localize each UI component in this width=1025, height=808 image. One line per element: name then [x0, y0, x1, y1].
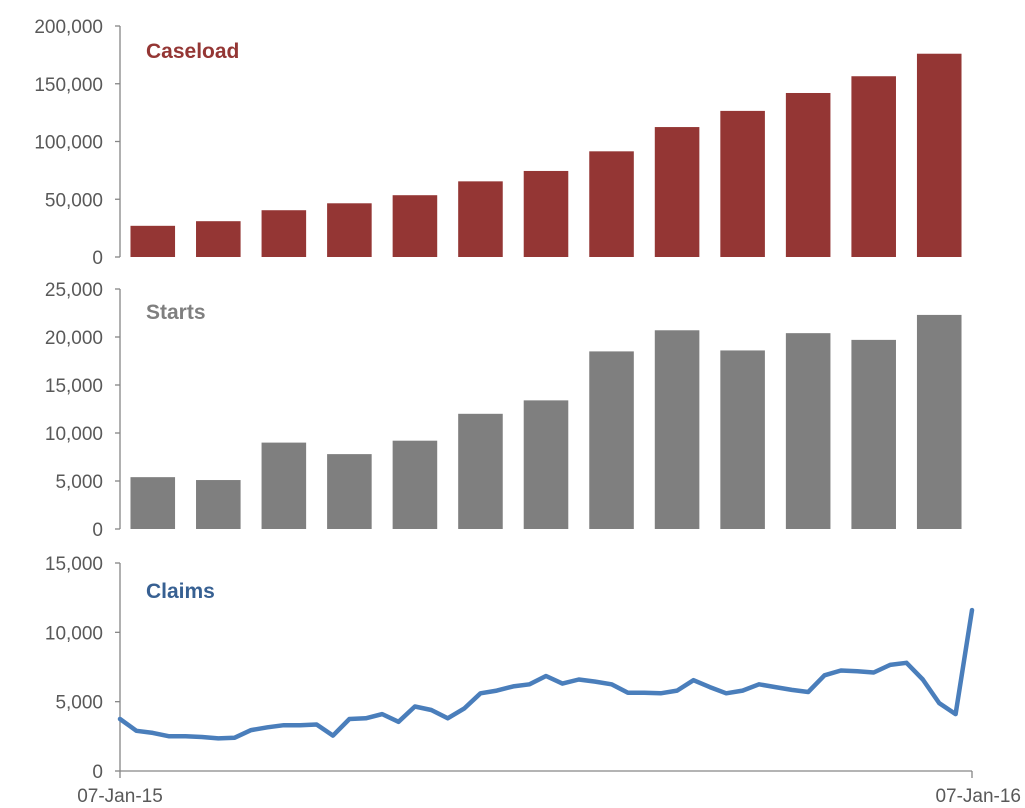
- caseload-bar: [327, 203, 372, 257]
- caseload-bar: [916, 53, 962, 257]
- caseload-bar: [261, 210, 307, 257]
- starts-bar: [196, 480, 241, 529]
- claims-y-tick-label: 5,000: [55, 693, 103, 714]
- caseload-y-tick-label: 200,000: [34, 17, 103, 38]
- caseload-bar: [720, 110, 765, 257]
- starts-y-tick-label: 5,000: [55, 472, 103, 493]
- caseload-panel: Caseload: [146, 40, 239, 63]
- caseload-bar: [523, 170, 569, 257]
- caseload-bar: [196, 221, 241, 257]
- caseload-y-tick-label: 150,000: [34, 75, 103, 96]
- caseload-bar: [851, 76, 896, 258]
- caseload-title: Caseload: [146, 40, 239, 63]
- starts-panel: Starts: [146, 301, 206, 324]
- starts-y-tick-label: 15,000: [45, 376, 103, 397]
- starts-y-tick-label: 0: [92, 520, 103, 541]
- starts-y-tick-label: 20,000: [45, 328, 103, 349]
- caseload-y-tick-label: 50,000: [45, 190, 103, 211]
- starts-bar: [589, 351, 634, 529]
- starts-title: Starts: [146, 301, 206, 324]
- starts-bar: [523, 400, 569, 529]
- claims-series-line: [117, 607, 975, 741]
- starts-bar: [916, 314, 962, 529]
- starts-bar: [130, 477, 176, 529]
- claims-y-tick-label: 0: [92, 762, 103, 783]
- caseload-bar: [785, 92, 831, 258]
- claims-title: Claims: [146, 580, 215, 603]
- starts-bar: [785, 333, 831, 529]
- starts-y-tick-label: 10,000: [45, 424, 103, 445]
- caseload-y-tick-label: 100,000: [34, 133, 103, 154]
- starts-bar: [261, 442, 307, 529]
- starts-bar: [392, 440, 438, 529]
- caseload-bar: [654, 127, 700, 257]
- starts-bar: [851, 339, 896, 529]
- caseload-bar: [589, 151, 634, 257]
- starts-y-tick-label: 25,000: [45, 280, 103, 301]
- starts-bar: [327, 454, 372, 529]
- starts-bar: [720, 350, 765, 529]
- claims-y-tick-label: 15,000: [45, 554, 103, 575]
- caseload-bar: [130, 225, 176, 257]
- caseload-bar: [392, 195, 438, 257]
- caseload-y-tick-label: 0: [92, 248, 103, 269]
- claims-y-tick-label: 10,000: [45, 623, 103, 644]
- caseload-bar: [458, 181, 503, 257]
- claims-panel: Claims: [146, 580, 215, 603]
- starts-bar: [654, 330, 700, 529]
- claims-x-tick-label: 07-Jan-16: [935, 786, 1021, 807]
- claims-x-tick-label: 07-Jan-15: [77, 786, 163, 807]
- starts-bar: [458, 413, 503, 529]
